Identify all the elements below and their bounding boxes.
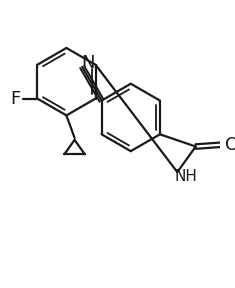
Text: NH: NH: [174, 169, 197, 184]
Text: O: O: [225, 136, 235, 154]
Text: F: F: [11, 90, 21, 107]
Text: N: N: [82, 54, 95, 72]
